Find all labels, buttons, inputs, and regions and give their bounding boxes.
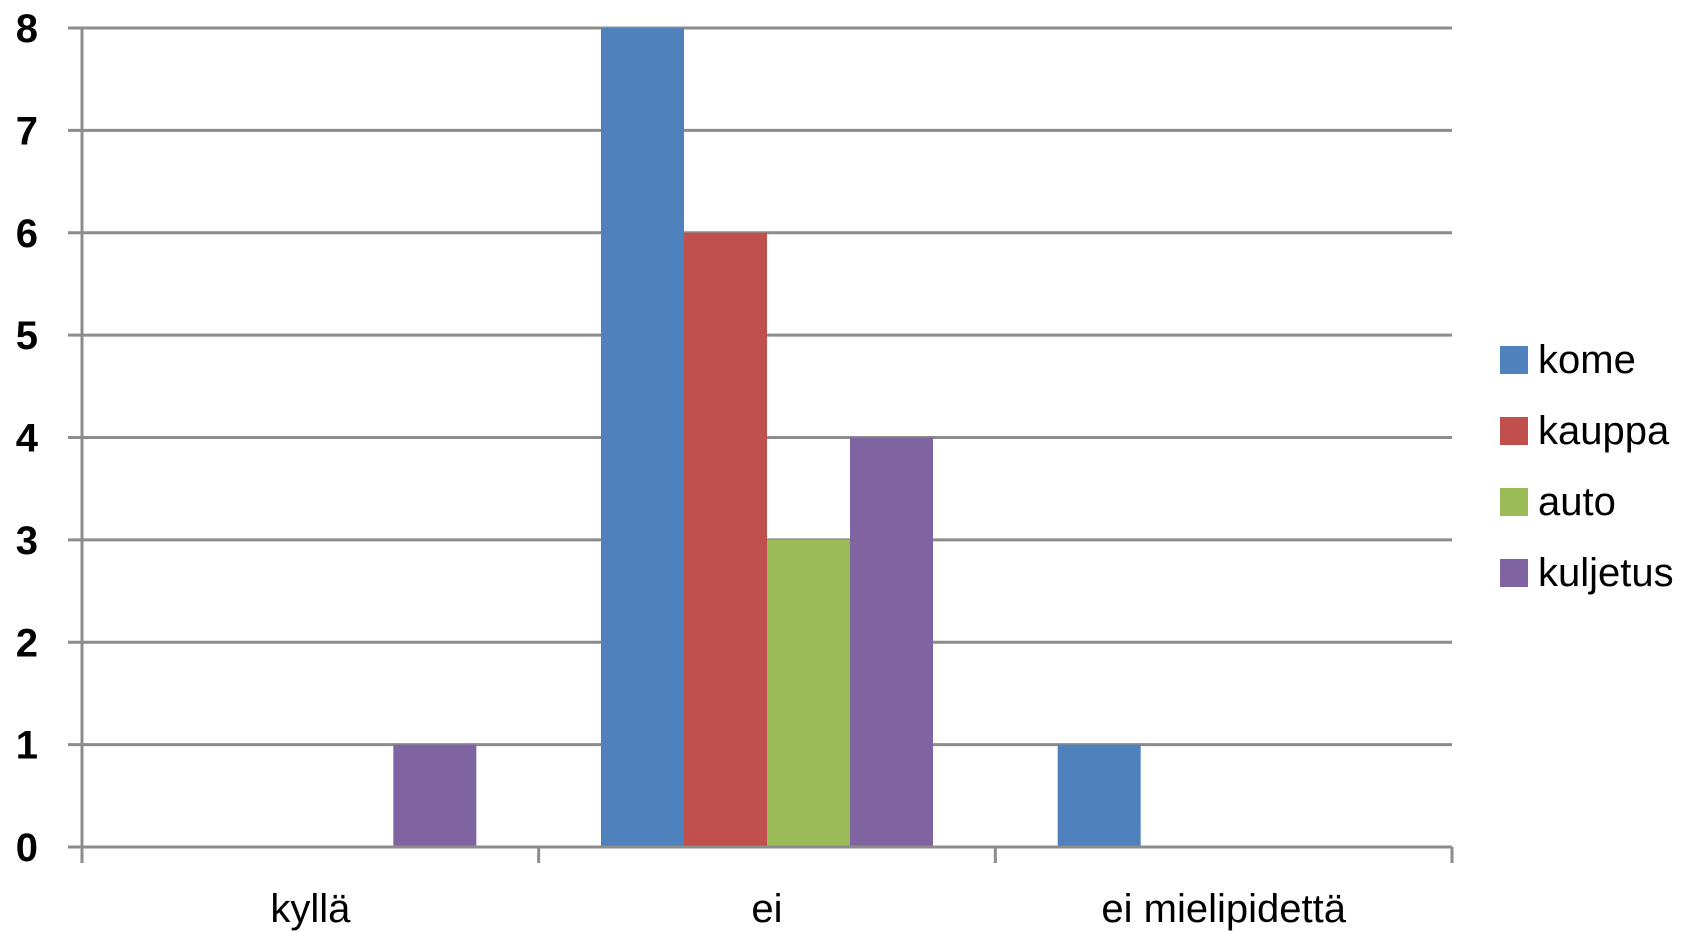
bar-kauppa xyxy=(684,232,767,847)
y-tick-label: 0 xyxy=(16,826,38,870)
bar-kome xyxy=(601,28,684,847)
y-tick-label: 5 xyxy=(16,314,38,358)
legend: kome kauppa auto kuljetus xyxy=(1500,338,1674,595)
y-tick-label: 7 xyxy=(16,109,38,153)
legend-swatch-kuljetus xyxy=(1500,559,1528,587)
legend-label-kome: kome xyxy=(1538,338,1636,382)
bar-kome xyxy=(1057,744,1141,847)
y-tick-label: 8 xyxy=(16,7,38,51)
bar-kuljetus xyxy=(393,744,477,847)
bars xyxy=(393,28,1141,847)
legend-swatch-auto xyxy=(1500,488,1528,516)
y-tick-label: 2 xyxy=(16,621,38,665)
legend-swatch-kauppa xyxy=(1500,417,1528,445)
bar-auto xyxy=(767,539,850,847)
y-tick-label: 3 xyxy=(16,519,38,563)
x-tick-label: kyllä xyxy=(270,887,351,931)
axes: 0 1 2 3 4 5 6 7 8 kyllä ei ei mielipidettä xyxy=(16,7,1454,931)
y-tick-label: 1 xyxy=(16,724,38,768)
x-tick-label: ei mielipidettä xyxy=(1101,887,1346,931)
legend-label-kuljetus: kuljetus xyxy=(1538,551,1674,595)
y-tick-label: 6 xyxy=(16,212,38,256)
legend-label-auto: auto xyxy=(1538,480,1616,524)
legend-label-kauppa: kauppa xyxy=(1538,409,1670,453)
bar-kuljetus xyxy=(850,437,933,847)
y-tick-label: 4 xyxy=(16,417,39,461)
x-tick-label: ei xyxy=(751,887,782,931)
legend-swatch-kome xyxy=(1500,346,1528,374)
